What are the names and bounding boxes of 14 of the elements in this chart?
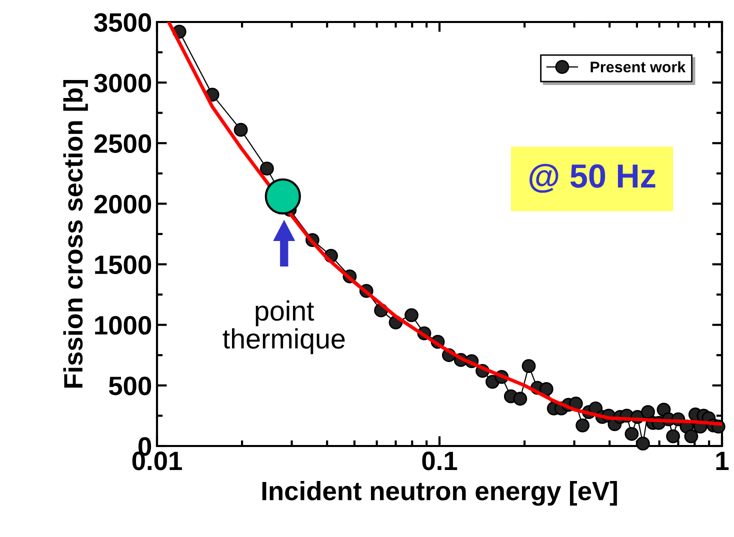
x-tick-label: 0.1: [422, 452, 458, 470]
annotation: @ 50 Hz: [530, 164, 656, 193]
y-tick-label: 500: [108, 376, 152, 396]
y-tick-label: 1500: [95, 255, 152, 274]
x-tick-label: 1: [716, 452, 729, 470]
y-tick-label: 2500: [94, 134, 152, 153]
y-tick-label: 2000: [94, 194, 152, 214]
y-tick-label: 1000: [95, 316, 152, 335]
x-axis-title: Incident neutron energy [eV]: [262, 481, 617, 506]
legend-label: Present work: [590, 61, 686, 72]
y-tick-label: 3000: [94, 74, 152, 92]
y-tick-label: 3500: [94, 13, 152, 32]
annotation: point thermique: [222, 300, 345, 354]
y-axis-title: Fission cross section [b]: [63, 80, 88, 388]
